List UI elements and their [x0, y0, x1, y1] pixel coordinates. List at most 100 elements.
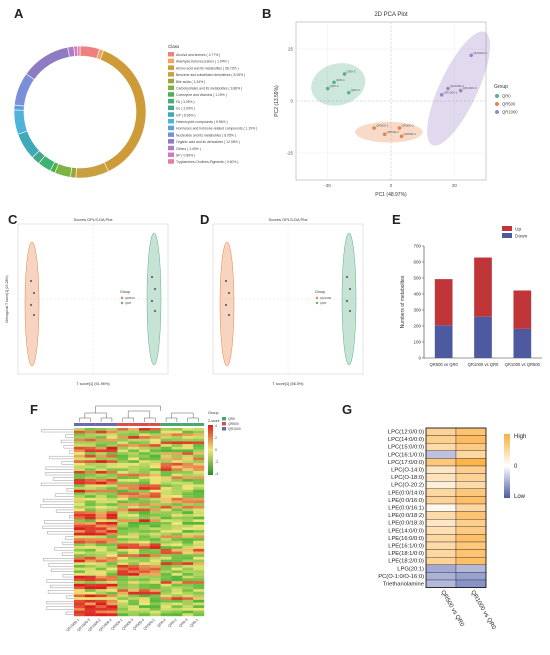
heat-cell [149, 567, 161, 571]
heat-cell [117, 551, 129, 555]
group-bar-9 [171, 423, 183, 426]
heat-cell [84, 605, 96, 609]
heat-cell [182, 556, 194, 560]
donut-slice-12 [14, 73, 35, 107]
heat-cell [128, 487, 140, 490]
group-legend-swatch-QR500 [222, 422, 226, 426]
heat-cell [139, 613, 151, 617]
heat-cell [193, 468, 205, 472]
row-dendrogram [40, 429, 74, 615]
heat-cell [117, 581, 129, 584]
heat-cell [74, 538, 86, 541]
row-label-3: LPC(16:1/0:0) [388, 452, 424, 458]
heat-cell [193, 607, 205, 611]
heat-cell [171, 492, 183, 496]
heat-cell [128, 441, 140, 445]
heat-cell [182, 575, 194, 579]
heat-cell [117, 430, 129, 434]
heat-cell [106, 479, 118, 482]
heat-cell [84, 551, 96, 555]
heat-cell [106, 530, 118, 533]
scale-tick-0: 4 [215, 424, 217, 428]
heat-cell [106, 543, 118, 547]
legend-swatch-16 [168, 159, 174, 164]
heat-cell-17-1 [455, 556, 487, 565]
heat-cell [74, 468, 86, 472]
heat-cell [160, 575, 172, 579]
legend-label-14: Others ( 1.49% ) [176, 147, 201, 151]
chart-title: 2D PCA Plot [374, 12, 408, 18]
heat-cell [149, 583, 161, 587]
heat-cell [149, 551, 161, 555]
legend-label-QR500: QR500 [502, 102, 516, 107]
heat-cell [95, 599, 107, 603]
heat-cell [160, 505, 172, 509]
heat-cell [139, 436, 151, 439]
heat-cell [171, 607, 183, 611]
heat-cell [84, 511, 96, 515]
heat-cell [74, 497, 86, 501]
heat-cell [193, 551, 205, 555]
legend-label-5: Carbohydrates and its metabolites ( 3.88… [176, 87, 242, 91]
heat-cell-20-1 [455, 579, 487, 588]
row-branch [65, 434, 74, 438]
heat-cell [117, 567, 129, 571]
heat-cell [95, 444, 107, 447]
heat-cell [106, 511, 118, 515]
heat-cell [171, 556, 183, 560]
heat-cell [74, 513, 86, 517]
heat-cell [171, 543, 183, 547]
heat-cell [182, 605, 194, 609]
heat-cell [117, 583, 129, 587]
heat-cell [117, 594, 129, 598]
heat-cell [171, 489, 183, 493]
heat-cells [74, 428, 205, 617]
heat-cell [74, 441, 86, 445]
row-branch [50, 568, 74, 572]
row-label-7: LPC(O-20:2) [391, 483, 424, 489]
heat-cell [160, 457, 172, 461]
heat-cell [128, 476, 140, 480]
row-label-5: LPC(O-14:0) [391, 467, 424, 473]
heat-cell [106, 567, 118, 571]
heat-cell [193, 484, 205, 488]
heat-cell [182, 540, 194, 544]
heat-cell [139, 583, 151, 587]
heat-cell [149, 441, 161, 445]
heat-cell [171, 473, 183, 477]
heat-cell [84, 556, 96, 560]
heat-cell [171, 583, 183, 587]
heat-cell [171, 454, 183, 458]
heat-cell [182, 476, 194, 480]
heat-cell [182, 543, 194, 547]
heat-cell [128, 532, 140, 536]
group-legend-swatch-QR1000 [222, 427, 226, 431]
panel-f-heatmap: QR1000-1QR1000-3QR1000-2QR1000-4QR500-1Q… [40, 405, 241, 632]
heat-cell [106, 508, 118, 512]
heat-cell [84, 457, 96, 461]
heat-cell [193, 444, 205, 447]
heat-cell [139, 465, 151, 469]
group-bar-2 [95, 423, 107, 426]
heat-cell [193, 556, 205, 560]
heat-cell [128, 527, 140, 531]
heat-cell [139, 578, 151, 582]
heat-cell [160, 527, 172, 531]
panel-a-donut-chart: Class Alcohol and amines ( 4.77% ) Aldehyd… [13, 44, 257, 179]
heat-cell [193, 449, 205, 453]
heat-cell [106, 599, 118, 603]
heat-cell [149, 500, 161, 504]
heat-cell [193, 519, 205, 523]
heat-cell [182, 446, 194, 450]
donut-slice-13 [25, 46, 70, 81]
heat-cell [117, 481, 129, 485]
heat-cell [182, 578, 194, 582]
panel-g-heatmap: LPC(12:0/0:0)LPC(14:0/0:0)LPC(15:0/0:0)L… [378, 427, 526, 631]
legend-dot-QR0 [495, 94, 499, 98]
heat-cell [139, 516, 151, 520]
heat-cell [193, 583, 205, 587]
heat-cell [95, 530, 107, 533]
heat-cell [84, 540, 96, 544]
heat-cell [193, 436, 205, 439]
x-tick-0: -30 [324, 183, 331, 188]
